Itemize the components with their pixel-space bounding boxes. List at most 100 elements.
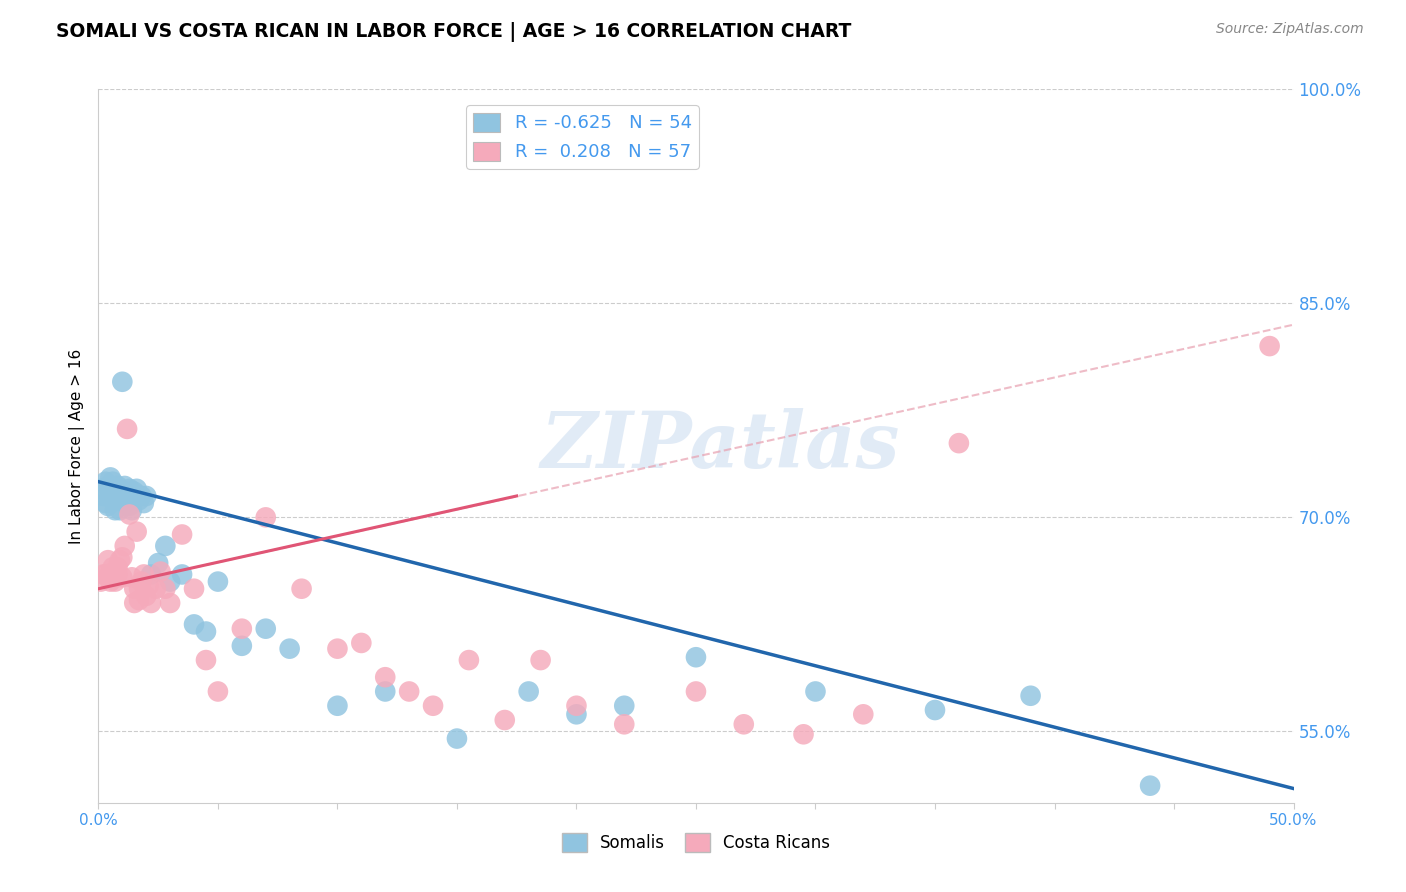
Point	[114, 539, 136, 553]
Point	[91, 489, 114, 503]
Point	[278, 641, 301, 656]
Point	[398, 684, 420, 698]
Point	[107, 479, 129, 493]
Point	[231, 639, 253, 653]
Point	[458, 653, 481, 667]
Point	[91, 567, 114, 582]
Point	[148, 556, 170, 570]
Y-axis label: In Labor Force | Age > 16: In Labor Force | Age > 16	[69, 349, 84, 543]
Point	[924, 703, 946, 717]
Point	[115, 493, 138, 508]
Point	[124, 484, 146, 499]
Point	[121, 570, 143, 584]
Point	[613, 698, 636, 713]
Point	[111, 489, 134, 503]
Point	[374, 684, 396, 698]
Point	[155, 582, 177, 596]
Point	[145, 582, 167, 596]
Point	[94, 475, 117, 489]
Point	[132, 496, 155, 510]
Point	[183, 617, 205, 632]
Text: ZIPatlas: ZIPatlas	[540, 408, 900, 484]
Point	[97, 570, 120, 584]
Point	[107, 567, 129, 582]
Point	[1139, 779, 1161, 793]
Point	[90, 482, 112, 496]
Point	[374, 670, 396, 684]
Point	[172, 567, 194, 582]
Point	[118, 499, 141, 513]
Point	[159, 596, 181, 610]
Point	[101, 570, 124, 584]
Text: Source: ZipAtlas.com: Source: ZipAtlas.com	[1216, 22, 1364, 37]
Point	[125, 524, 148, 539]
Point	[159, 574, 181, 589]
Point	[793, 727, 815, 741]
Point	[107, 560, 129, 574]
Point	[613, 717, 636, 731]
Point	[517, 684, 540, 698]
Point	[948, 436, 970, 450]
Point	[111, 570, 134, 584]
Point	[124, 596, 146, 610]
Point	[326, 641, 349, 656]
Point	[128, 582, 150, 596]
Point	[101, 493, 124, 508]
Point	[114, 496, 136, 510]
Point	[101, 475, 124, 489]
Point	[108, 503, 131, 517]
Point	[422, 698, 444, 713]
Point	[207, 574, 229, 589]
Point	[108, 484, 131, 499]
Point	[111, 375, 134, 389]
Point	[852, 707, 875, 722]
Point	[135, 489, 157, 503]
Point	[195, 653, 218, 667]
Point	[131, 489, 153, 503]
Point	[128, 593, 150, 607]
Point	[138, 579, 160, 593]
Point	[494, 713, 516, 727]
Text: SOMALI VS COSTA RICAN IN LABOR FORCE | AGE > 16 CORRELATION CHART: SOMALI VS COSTA RICAN IN LABOR FORCE | A…	[56, 22, 852, 42]
Point	[254, 510, 277, 524]
Point	[115, 484, 138, 499]
Point	[111, 550, 134, 565]
Point	[804, 684, 827, 698]
Point	[125, 482, 148, 496]
Point	[124, 582, 146, 596]
Point	[90, 574, 112, 589]
Point	[121, 503, 143, 517]
Point	[115, 422, 138, 436]
Point	[565, 707, 588, 722]
Point	[128, 493, 150, 508]
Point	[291, 582, 314, 596]
Point	[195, 624, 218, 639]
Point	[94, 496, 117, 510]
Point	[108, 553, 131, 567]
Point	[135, 589, 157, 603]
Point	[149, 565, 172, 579]
Point	[97, 553, 120, 567]
Point	[131, 574, 153, 589]
Point	[104, 503, 127, 517]
Point	[98, 489, 122, 503]
Point	[94, 567, 117, 582]
Point	[155, 539, 177, 553]
Point	[104, 482, 127, 496]
Point	[114, 479, 136, 493]
Point	[97, 479, 120, 493]
Legend: Somalis, Costa Ricans: Somalis, Costa Ricans	[555, 827, 837, 859]
Point	[104, 574, 127, 589]
Point	[207, 684, 229, 698]
Point	[98, 567, 122, 582]
Point	[98, 574, 122, 589]
Point	[685, 684, 707, 698]
Point	[118, 482, 141, 496]
Point	[1258, 339, 1281, 353]
Point	[139, 596, 162, 610]
Point	[139, 567, 162, 582]
Point	[98, 470, 122, 484]
Point	[107, 493, 129, 508]
Point	[733, 717, 755, 731]
Point	[132, 567, 155, 582]
